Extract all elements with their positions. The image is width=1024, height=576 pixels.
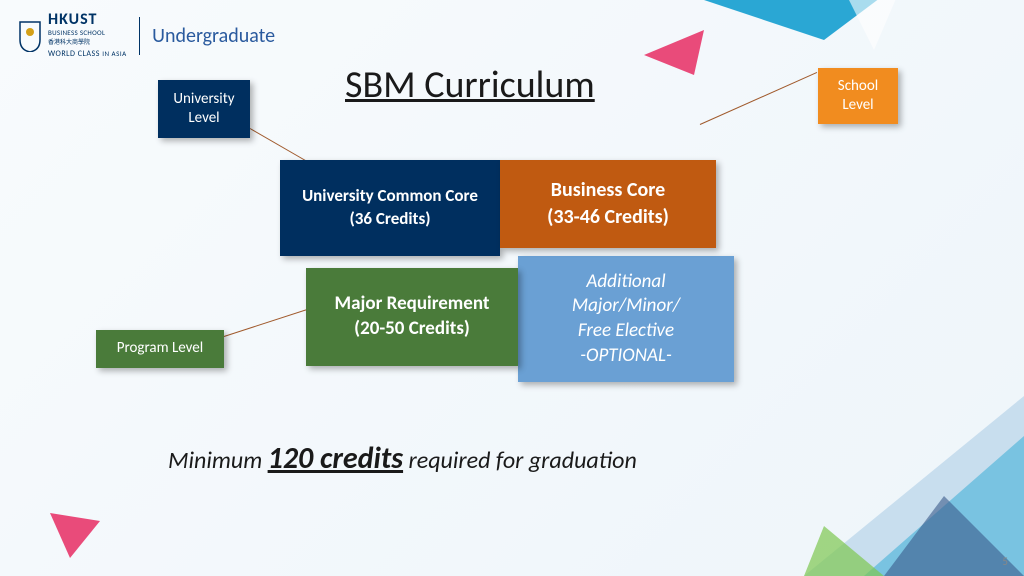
decor-pink-top [644, 30, 714, 80]
page-number: 5 [1002, 555, 1008, 568]
logo-divider [139, 17, 141, 55]
logo-worldclass: WORLD CLASS IN ASIA [48, 49, 127, 59]
label-program-level: Program Level [96, 330, 224, 368]
label-university-level: University Level [158, 80, 250, 138]
logo-cn: 香港科大商學院 [48, 37, 127, 46]
label-school-level: School Level [818, 68, 898, 124]
block-business-core: Business Core (33-46 Credits) [500, 160, 716, 248]
page-title: SBM Curriculum [345, 62, 595, 108]
logo: HKUST BUSINESS SCHOOL 香港科大商學院 WORLD CLAS… [18, 12, 275, 59]
footer-text: Minimum 120 credits required for graduat… [168, 440, 637, 477]
connector-program [224, 305, 319, 337]
block-ucc: University Common Core (36 Credits) [280, 160, 500, 256]
connector-school [700, 72, 817, 125]
logo-undergrad: Undergraduate [152, 24, 275, 48]
shield-icon [18, 20, 42, 52]
decor-br [744, 396, 1024, 576]
block-elective: Additional Major/Minor/ Free Elective -O… [518, 256, 734, 382]
block-major: Major Requirement (20-50 Credits) [306, 268, 518, 366]
decor-pink-bl [50, 513, 100, 558]
logo-bschool: BUSINESS SCHOOL [48, 28, 127, 37]
logo-hkust: HKUST [48, 12, 127, 28]
